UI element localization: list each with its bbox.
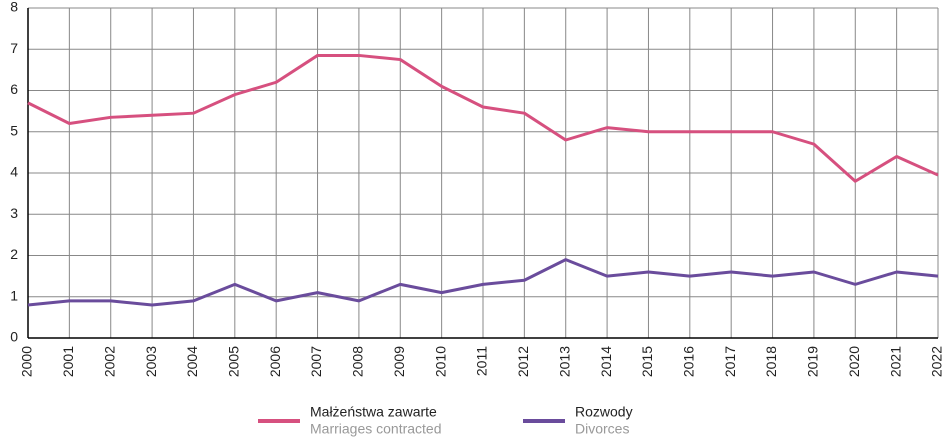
x-tick-label: 2006 (267, 346, 283, 377)
x-tick-label: 2019 (805, 346, 821, 377)
x-tick-label: 2005 (226, 346, 242, 377)
legend-sublabel: Marriages contracted (310, 421, 442, 437)
series-line (27, 53, 939, 183)
x-tick-label: 2010 (432, 346, 448, 377)
x-tick-label: 2007 (308, 346, 324, 377)
x-tick-label: 2003 (143, 346, 159, 377)
x-tick-label: 2004 (184, 346, 200, 377)
y-tick-label: 5 (10, 122, 18, 138)
x-tick-label: 2009 (391, 346, 407, 377)
legend-label: Rozwody (575, 404, 633, 420)
legend-sublabel: Divorces (575, 421, 629, 437)
x-tick-label: 2000 (19, 346, 35, 377)
y-tick-label: 8 (10, 0, 18, 15)
x-tick-label: 2015 (639, 346, 655, 377)
x-tick-label: 2012 (515, 346, 531, 377)
x-tick-label: 2021 (887, 346, 903, 377)
x-tick-label: 2016 (681, 346, 697, 377)
x-tick-label: 2002 (101, 346, 117, 377)
y-tick-label: 2 (10, 246, 18, 262)
x-tick-label: 2014 (598, 346, 614, 377)
x-tick-label: 2011 (474, 346, 490, 376)
legend-label: Małżeństwa zawarte (310, 404, 437, 420)
x-tick-label: 2020 (846, 346, 862, 377)
y-tick-label: 6 (10, 81, 18, 97)
x-tick-label: 2018 (763, 346, 779, 377)
x-tick-label: 2017 (722, 346, 738, 377)
y-tick-label: 4 (10, 164, 18, 180)
y-tick-label: 0 (10, 329, 18, 345)
series-line (27, 258, 939, 307)
x-tick-label: 2013 (556, 346, 572, 377)
y-tick-label: 7 (10, 40, 18, 56)
x-tick-label: 2001 (60, 346, 76, 377)
y-tick-label: 3 (10, 205, 18, 221)
y-tick-label: 1 (10, 287, 18, 303)
x-tick-label: 2022 (929, 346, 945, 377)
x-tick-label: 2008 (350, 346, 366, 377)
